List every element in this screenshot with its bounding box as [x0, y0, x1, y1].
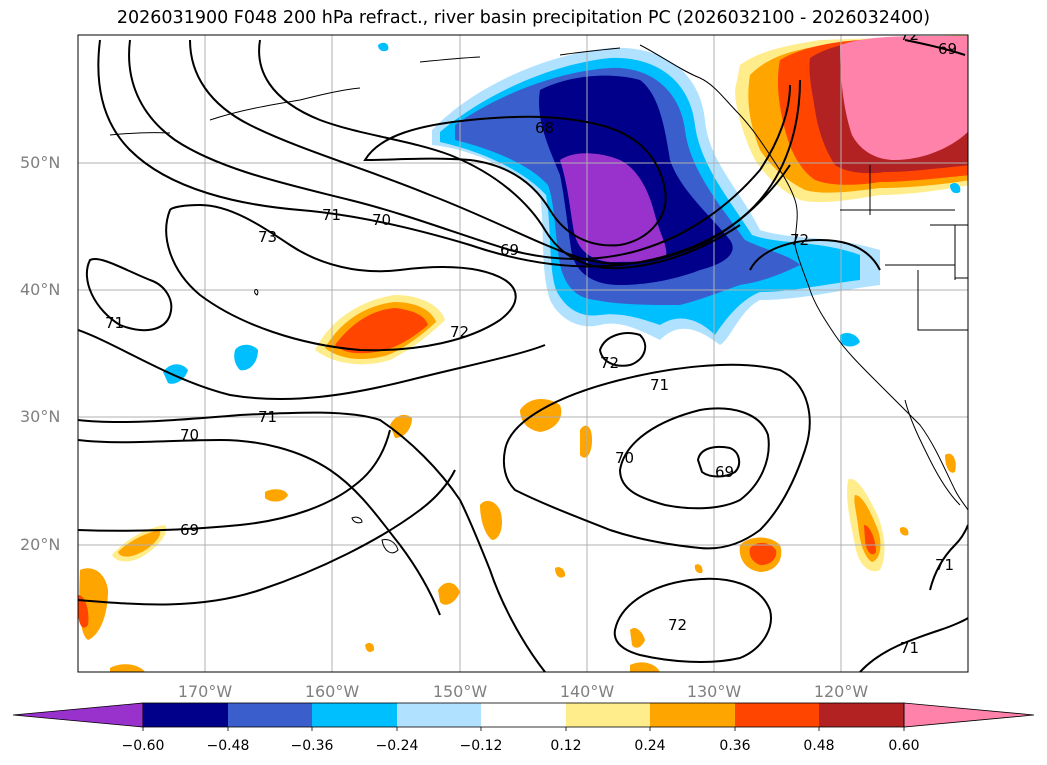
contour-label: 70 — [372, 211, 391, 229]
colorbar-bin — [819, 703, 904, 727]
colorbar-tick-label: 0.36 — [719, 738, 750, 754]
contour-label: 71 — [650, 376, 669, 394]
colorbar-bin — [312, 703, 397, 727]
colorbar-tick-label: −0.36 — [291, 738, 334, 754]
contour-label: 72 — [600, 354, 619, 372]
contour-label: 71 — [322, 206, 341, 224]
contour-label: 71 — [105, 314, 124, 332]
contour-label: 69 — [715, 463, 734, 481]
map-title: 2026031900 F048 200 hPa refract., river … — [116, 8, 931, 28]
colorbar-bin — [397, 703, 481, 727]
colorbar-bin — [228, 703, 312, 727]
contour-label: 71 — [258, 408, 277, 426]
contour-label: 68 — [535, 119, 554, 137]
colorbar-bin — [650, 703, 735, 727]
contour-label: 70 — [180, 426, 199, 444]
lon-label: 130°W — [687, 682, 742, 701]
lat-label: 30°N — [20, 407, 60, 426]
colorbar-bin — [481, 703, 566, 727]
colorbar-tick-label: −0.60 — [122, 738, 165, 754]
colorbar-tick-label: −0.12 — [460, 738, 503, 754]
latitude-labels: 50°N 40°N 30°N 20°N — [20, 153, 60, 554]
colorbar-tick-label: 0.48 — [803, 738, 834, 754]
contour-label: 72 — [790, 231, 809, 249]
contour-label: 71 — [900, 639, 919, 657]
contour-label: 70 — [615, 449, 634, 467]
colorbar-frame — [142, 702, 905, 728]
positive-anomaly-northeast — [735, 35, 968, 203]
contour-label: 73 — [258, 228, 277, 246]
colorbar: −0.60 −0.48 −0.36 −0.24 −0.12 0.12 0.24 … — [12, 702, 1035, 754]
lon-label: 170°W — [178, 682, 233, 701]
contour-labels: 68 69 70 71 72 73 71 72 71 70 69 72 71 7… — [105, 26, 957, 657]
lat-label: 50°N — [20, 153, 60, 172]
colorbar-tick-label: −0.48 — [207, 738, 250, 754]
colorbar-tick-label: 0.12 — [550, 738, 581, 754]
lon-label: 160°W — [305, 682, 360, 701]
contour-label: 72 — [900, 26, 919, 44]
lon-label: 150°W — [433, 682, 488, 701]
contour-label: 71 — [935, 556, 954, 574]
colorbar-bin — [735, 703, 819, 727]
contour-label: 72 — [668, 616, 687, 634]
refractivity-contours — [78, 39, 968, 672]
plot-frame — [77, 34, 969, 673]
lat-label: 20°N — [20, 535, 60, 554]
longitude-labels: 170°W 160°W 150°W 140°W 130°W 120°W — [178, 682, 869, 701]
colorbar-bin — [566, 703, 650, 727]
contour-label: 72 — [450, 323, 469, 341]
contour-label: 69 — [938, 40, 957, 58]
contour-label: 69 — [500, 241, 519, 259]
colorbar-bin — [143, 703, 228, 727]
lon-label: 140°W — [560, 682, 615, 701]
coastlines — [109, 44, 968, 554]
colorbar-tick-label: 0.24 — [634, 738, 665, 754]
contour-label: 69 — [180, 521, 199, 539]
colorbar-tick-label: 0.60 — [888, 738, 919, 754]
colorbar-extend-right — [903, 702, 1035, 728]
lon-label: 120°W — [814, 682, 869, 701]
positive-anomaly-patches — [78, 295, 956, 672]
colorbar-extend-left — [12, 702, 144, 728]
colorbar-tick-label: −0.24 — [376, 738, 419, 754]
lat-label: 40°N — [20, 280, 60, 299]
